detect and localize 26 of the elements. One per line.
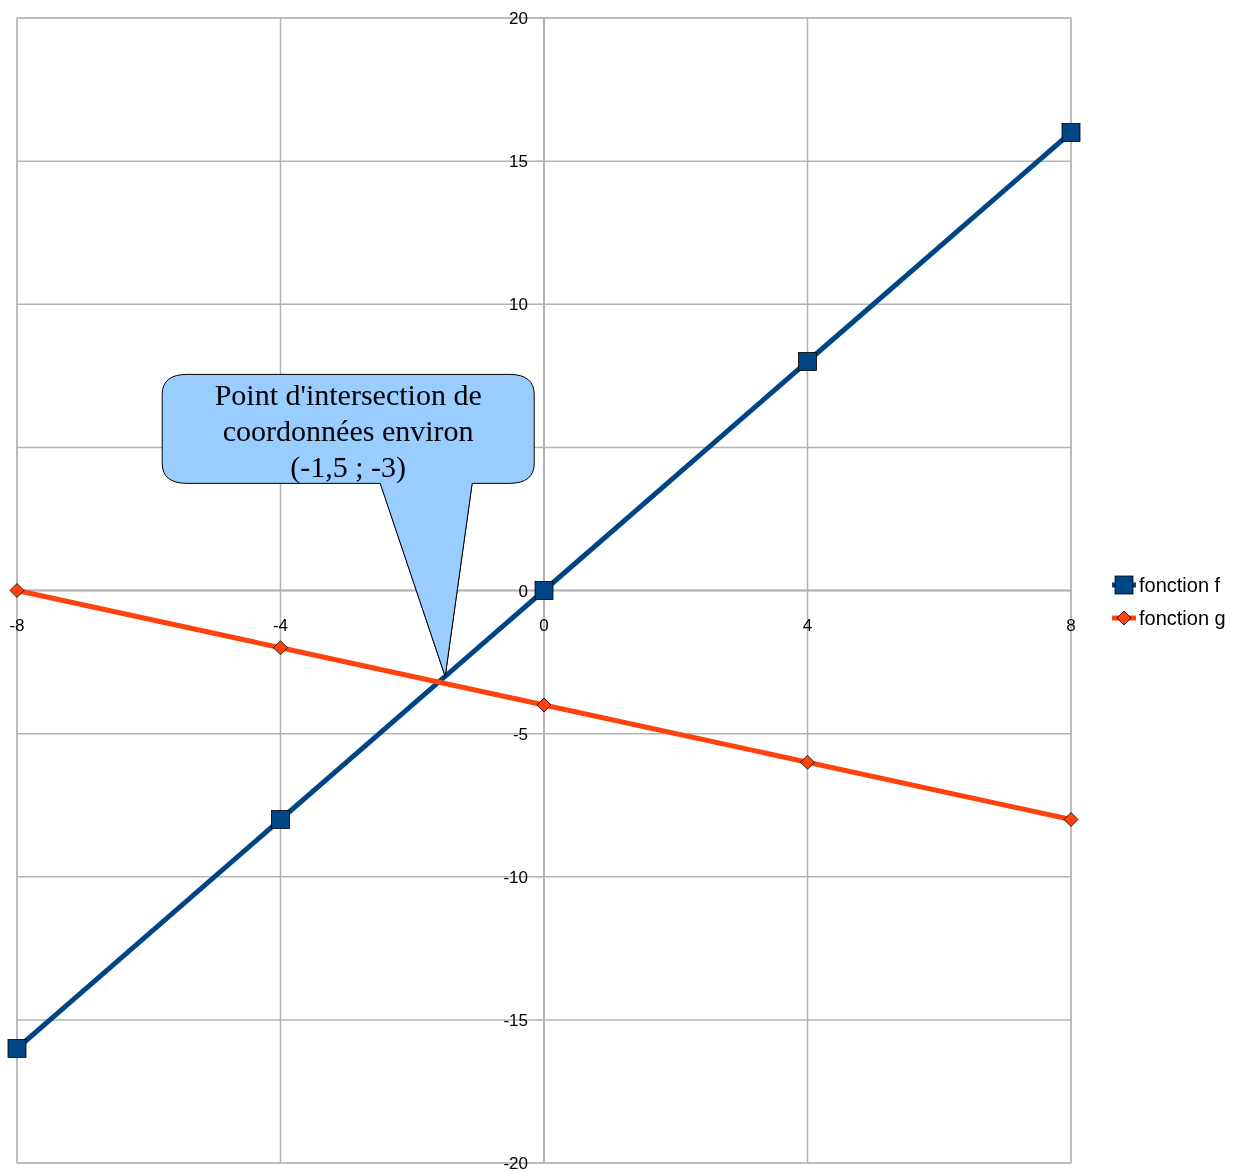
point: [800, 754, 815, 770]
point: [798, 352, 817, 371]
y-tick-label: -20: [503, 1154, 528, 1171]
legend-label: fonction g: [1139, 607, 1226, 629]
y-tick-label: 20: [509, 9, 528, 28]
legend-label: fonction f: [1139, 574, 1221, 596]
y-tick-label: -10: [503, 867, 528, 887]
point: [9, 583, 25, 598]
annotation: Point d'intersection de coordonnées environ (-1,5 ; -3): [214, 378, 482, 485]
y-tick-label: 15: [509, 152, 528, 172]
point: [1063, 812, 1079, 827]
x-tick-label: 4: [802, 615, 813, 635]
x-tick-label: 8: [1066, 615, 1076, 635]
x-tick-label: -8: [9, 615, 25, 635]
point: [7, 1039, 27, 1058]
y-tick-label: -15: [503, 1010, 528, 1030]
x-tick-label: -4: [272, 615, 289, 635]
point: [1061, 123, 1081, 142]
point: [534, 581, 554, 600]
point: [271, 810, 290, 829]
y-tick-label: 10: [509, 295, 528, 315]
point: [536, 697, 552, 713]
x-tick-label: 0: [539, 615, 549, 635]
point: [273, 640, 288, 656]
y-tick-label: -5: [512, 724, 528, 744]
y-tick-label: 0: [518, 581, 528, 601]
